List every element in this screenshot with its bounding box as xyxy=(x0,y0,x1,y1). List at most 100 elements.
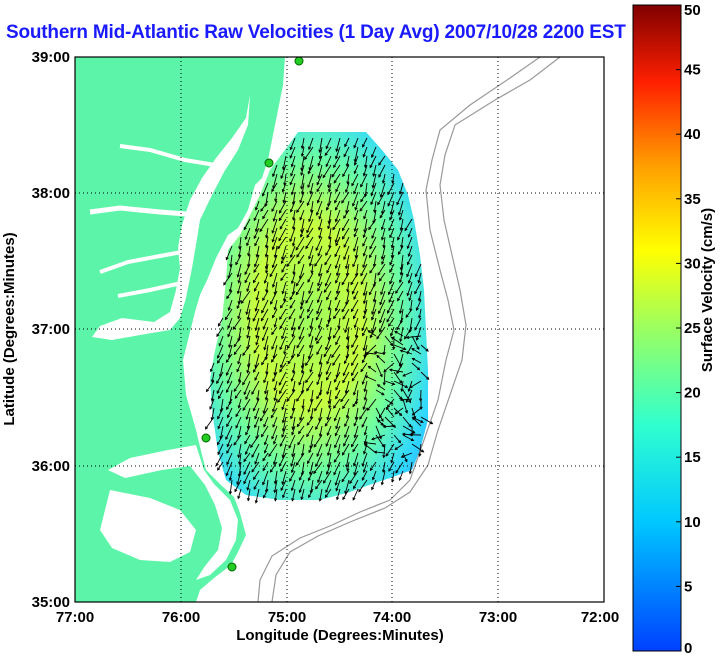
velocity-arrow-head xyxy=(244,440,248,445)
velocity-arrow-head xyxy=(246,487,250,491)
velocity-arrow-head xyxy=(392,424,396,428)
velocity-arrow-head xyxy=(273,441,277,445)
velocity-arrow-head xyxy=(371,486,375,491)
velocity-arrow-head xyxy=(217,425,221,430)
velocity-arrow xyxy=(274,389,278,401)
velocity-arrow xyxy=(406,281,413,296)
velocity-arrow-head xyxy=(289,478,293,482)
velocity-arrow-head xyxy=(333,180,337,184)
velocity-arrow xyxy=(351,434,359,447)
velocity-arrow-head xyxy=(281,481,285,486)
velocity-arrow xyxy=(385,443,395,457)
velocity-arrow-head xyxy=(234,395,238,399)
velocity-arrow-head xyxy=(333,164,337,169)
velocity-arrow-head xyxy=(343,215,347,219)
velocity-arrow xyxy=(342,227,350,240)
velocity-arrow xyxy=(354,200,359,210)
velocity-arrow xyxy=(264,272,269,284)
velocity-arrow-head xyxy=(246,370,250,374)
velocity-arrow xyxy=(387,191,395,206)
velocity-arrow-head xyxy=(291,370,296,374)
velocity-arrow-head xyxy=(389,262,393,266)
velocity-arrow xyxy=(242,344,251,356)
velocity-arrow-head xyxy=(306,315,310,319)
velocity-arrow xyxy=(389,369,404,373)
velocity-arrow xyxy=(373,209,377,224)
velocity-arrow xyxy=(256,245,260,257)
velocity-arrow xyxy=(310,479,314,493)
velocity-arrow-head xyxy=(236,305,240,310)
velocity-arrow-head xyxy=(371,317,375,321)
velocity-arrow-head xyxy=(363,397,367,401)
velocity-arrow xyxy=(273,434,278,445)
velocity-arrow xyxy=(253,227,260,239)
colorbar-tick-label: 35 xyxy=(684,191,701,208)
velocity-arrow-head xyxy=(298,382,302,386)
velocity-arrow-head xyxy=(271,284,276,288)
velocity-arrow-head xyxy=(282,199,286,204)
velocity-arrow-head xyxy=(317,283,321,287)
velocity-arrow xyxy=(366,352,377,355)
velocity-arrow-head xyxy=(380,237,385,241)
sound-water xyxy=(100,490,196,562)
velocity-arrow xyxy=(326,353,332,364)
velocity-arrow-head xyxy=(344,490,348,495)
velocity-arrow-head xyxy=(326,391,330,396)
velocity-arrow xyxy=(364,442,377,445)
velocity-arrow-head xyxy=(398,279,403,284)
velocity-arrow-head xyxy=(335,280,339,284)
velocity-arrow xyxy=(216,452,224,466)
velocity-arrow-head xyxy=(313,444,317,448)
velocity-arrow xyxy=(225,425,233,440)
velocity-arrow xyxy=(265,281,269,292)
velocity-arrow xyxy=(301,146,305,157)
velocity-arrow xyxy=(420,416,433,425)
velocity-arrow xyxy=(394,443,404,450)
velocity-arrow-head xyxy=(353,485,357,490)
velocity-arrow xyxy=(335,380,341,391)
velocity-arrow xyxy=(343,146,350,157)
velocity-arrow-head xyxy=(300,153,305,158)
velocity-arrow-head xyxy=(389,333,394,337)
velocity-arrow xyxy=(371,479,377,490)
velocity-arrow-head xyxy=(362,469,366,474)
velocity-arrow-head xyxy=(324,283,328,287)
velocity-arrow xyxy=(293,263,296,275)
velocity-arrow-head xyxy=(334,200,338,204)
velocity-arrow-head xyxy=(244,271,248,276)
velocity-arrow-head xyxy=(262,467,266,472)
velocity-arrow xyxy=(377,419,386,427)
velocity-arrow xyxy=(384,398,394,405)
velocity-arrow-head xyxy=(381,180,386,184)
velocity-arrow xyxy=(218,317,224,327)
velocity-arrow-head xyxy=(352,449,356,453)
velocity-arrow xyxy=(409,461,413,474)
velocity-arrow-head xyxy=(253,235,257,240)
velocity-arrow xyxy=(274,317,278,328)
velocity-arrow-head xyxy=(271,436,275,440)
velocity-arrow-head xyxy=(316,340,320,345)
velocity-arrow-head xyxy=(271,331,275,336)
velocity-arrow xyxy=(226,380,233,393)
velocity-arrow-head xyxy=(314,263,318,267)
velocity-arrow xyxy=(334,425,341,436)
velocity-arrow xyxy=(265,236,269,248)
velocity-arrow-head xyxy=(379,374,383,378)
velocity-arrow xyxy=(261,353,269,365)
velocity-arrow xyxy=(400,236,404,248)
velocity-arrow-head xyxy=(341,478,345,483)
velocity-arrow xyxy=(225,308,233,320)
velocity-arrow-head xyxy=(216,333,220,338)
velocity-arrow-head xyxy=(318,155,322,160)
velocity-arrow-head xyxy=(343,256,347,261)
velocity-arrow-head xyxy=(395,470,399,474)
velocity-arrow-head xyxy=(416,346,420,351)
velocity-arrow-head xyxy=(352,203,356,207)
velocity-arrow-head xyxy=(243,480,247,485)
velocity-arrow-head xyxy=(362,264,366,269)
velocity-arrow-head xyxy=(253,263,258,268)
velocity-arrow xyxy=(373,290,377,302)
velocity-arrow xyxy=(226,443,233,454)
velocity-arrow-head xyxy=(265,235,269,239)
velocity-arrow xyxy=(316,443,323,457)
